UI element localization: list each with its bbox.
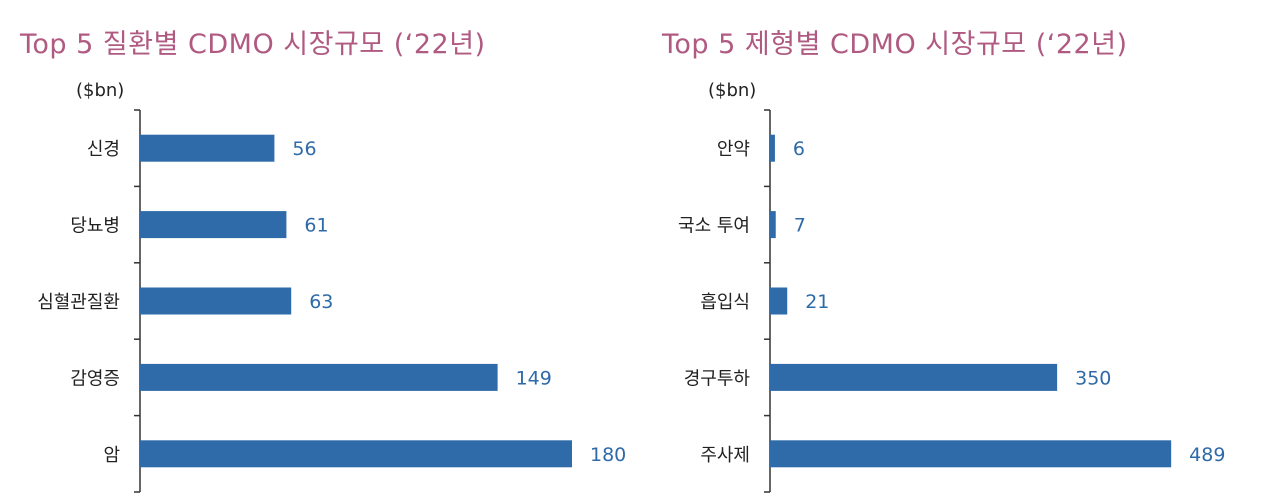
chart-formulation: Top 5 제형별 CDMO 시장규모 (‘22년) ($bn) 안약 6 국소 투… — [640, 0, 1261, 502]
value-label: 489 — [1189, 444, 1225, 466]
bar — [140, 363, 498, 391]
category-label: 감영증 — [70, 368, 120, 389]
value-label: 350 — [1075, 367, 1111, 389]
category-label: 암 — [103, 445, 120, 466]
category-label: 신경 — [87, 139, 120, 160]
bar — [770, 287, 788, 315]
category-label: 주사제 — [700, 445, 750, 466]
unit-label: ($bn) — [76, 80, 125, 101]
category-label: 경구투하 — [684, 368, 751, 389]
bar — [140, 134, 275, 162]
bar — [770, 134, 775, 162]
value-label: 149 — [516, 367, 552, 389]
value-label: 61 — [304, 215, 328, 237]
value-label: 7 — [794, 215, 806, 237]
category-label: 심혈관질환 — [37, 292, 120, 313]
bar — [770, 440, 1172, 468]
bar — [770, 363, 1058, 391]
bar — [140, 287, 292, 315]
unit-label: ($bn) — [708, 80, 757, 101]
chart-title: Top 5 질환별 CDMO 시장규모 (‘22년) — [20, 29, 486, 60]
bar-chart-formulation: 안약 6 국소 투여 7 흡입식 21 경구투하 350 주사제 489 — [678, 109, 1225, 493]
category-label: 흡입식 — [700, 292, 750, 313]
category-label: 당뇨병 — [70, 216, 120, 237]
bar — [140, 211, 287, 239]
bar — [770, 211, 776, 239]
value-label: 21 — [805, 291, 829, 313]
chart-title: Top 5 제형별 CDMO 시장규모 (‘22년) — [662, 29, 1128, 60]
category-label: 안약 — [717, 139, 750, 160]
bar-chart-disease: 신경 56 당뇨병 61 심혈관질환 63 감영증 149 암 180 — [37, 109, 626, 493]
value-label: 6 — [793, 138, 805, 160]
chart-disease: Top 5 질환별 CDMO 시장규모 (‘22년) ($bn) 신경 56 당뇨병… — [0, 0, 630, 502]
bar — [140, 440, 572, 468]
value-label: 63 — [309, 291, 333, 313]
category-label: 국소 투여 — [678, 216, 750, 237]
value-label: 56 — [292, 138, 316, 160]
value-label: 180 — [590, 444, 626, 466]
